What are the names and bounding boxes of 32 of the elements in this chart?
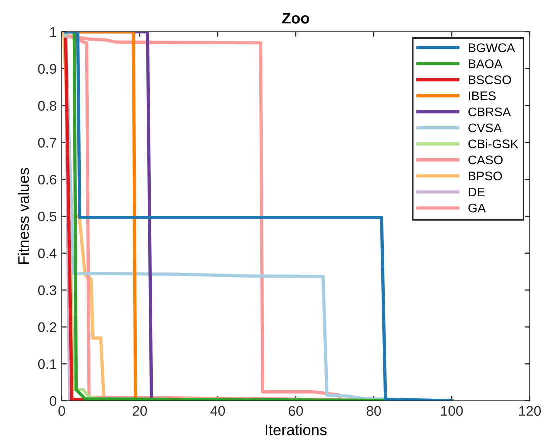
legend-label: DE bbox=[469, 188, 485, 197]
y-tick-label: 0.8 bbox=[38, 101, 57, 111]
y-tick-label: 0.7 bbox=[38, 138, 56, 148]
legend-label: CBi-GSK bbox=[468, 139, 519, 149]
x-tick-label: 20 bbox=[132, 406, 148, 416]
legend-label: BSCSO bbox=[469, 76, 512, 84]
x-tick-label: 100 bbox=[441, 406, 464, 416]
x-axis-title: Iterations bbox=[266, 424, 327, 436]
x-tick-label: 80 bbox=[366, 406, 382, 416]
x-tick-label: 120 bbox=[519, 406, 542, 416]
y-tick-label: 0.3 bbox=[38, 286, 57, 296]
legend-label: BPSO bbox=[469, 172, 502, 181]
x-tick-label: 40 bbox=[210, 406, 226, 416]
legend-label: CASO bbox=[468, 156, 503, 165]
y-tick-label: 0.1 bbox=[38, 359, 56, 370]
x-tick-label: 0 bbox=[58, 406, 66, 416]
y-tick-label: 0.2 bbox=[38, 322, 56, 332]
y-tick-label: 0.6 bbox=[38, 174, 57, 185]
legend-label: BAOA bbox=[469, 60, 503, 68]
legend-label: BGWCA bbox=[469, 44, 516, 52]
legend-label: CBRSA bbox=[468, 108, 512, 117]
y-tick-label: 0.5 bbox=[38, 212, 57, 222]
y-tick-label: 0.9 bbox=[38, 64, 56, 74]
y-axis-title: Fitness values bbox=[18, 168, 30, 264]
legend-label: CVSA bbox=[468, 124, 502, 133]
y-tick-label: 1 bbox=[50, 27, 56, 38]
chart-title: Zoo bbox=[282, 13, 310, 24]
x-tick-label: 60 bbox=[288, 406, 304, 416]
legend-label: IBES bbox=[469, 92, 496, 101]
legend-label: GA bbox=[468, 204, 486, 213]
y-tick-label: 0.4 bbox=[38, 248, 57, 259]
y-tick-label: 0 bbox=[50, 396, 57, 406]
